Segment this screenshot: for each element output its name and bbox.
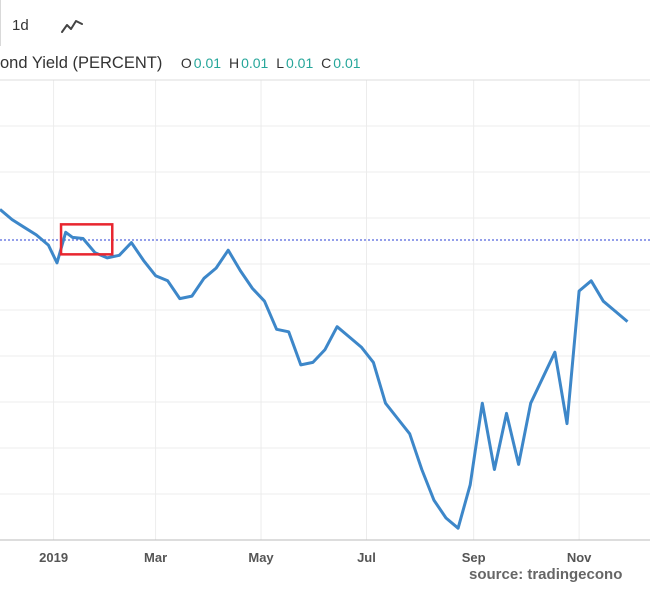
highlight-box — [59, 223, 114, 256]
ohlc-high-value: 0.01 — [241, 55, 269, 71]
ohlc-high-key: H — [228, 55, 240, 71]
line-chart-icon[interactable] — [60, 12, 84, 40]
ohlc-readout: O 0.01 H 0.01 L 0.01 C 0.01 — [177, 55, 361, 71]
source-attribution[interactable]: source: tradingecono — [469, 566, 623, 583]
chart-toolbar: 1d — [0, 0, 650, 48]
toolbar-divider — [0, 0, 1, 46]
x-tick-label: Nov — [567, 550, 592, 565]
ohlc-open-value: 0.01 — [193, 55, 222, 71]
ohlc-close-key: C — [321, 55, 332, 71]
x-axis-ticks: 2019 Mar May Jul Sep Nov — [39, 550, 592, 565]
ohlc-open-key: O — [180, 55, 192, 71]
x-tick-label: 2019 — [39, 550, 68, 565]
x-tick-label: Jul — [357, 550, 376, 565]
series-title: ond Yield (PERCENT) — [0, 54, 163, 72]
ohlc-close-value: 0.01 — [333, 55, 361, 71]
chart-grid — [0, 79, 650, 541]
x-tick-label: Sep — [462, 550, 486, 565]
ohlc-low-key: L — [276, 55, 284, 71]
ohlc-low-value: 0.01 — [286, 55, 314, 71]
x-tick-label: May — [248, 550, 274, 565]
series-line — [0, 208, 629, 530]
interval-button[interactable]: 1d — [12, 17, 29, 34]
x-tick-label: Mar — [144, 550, 167, 565]
